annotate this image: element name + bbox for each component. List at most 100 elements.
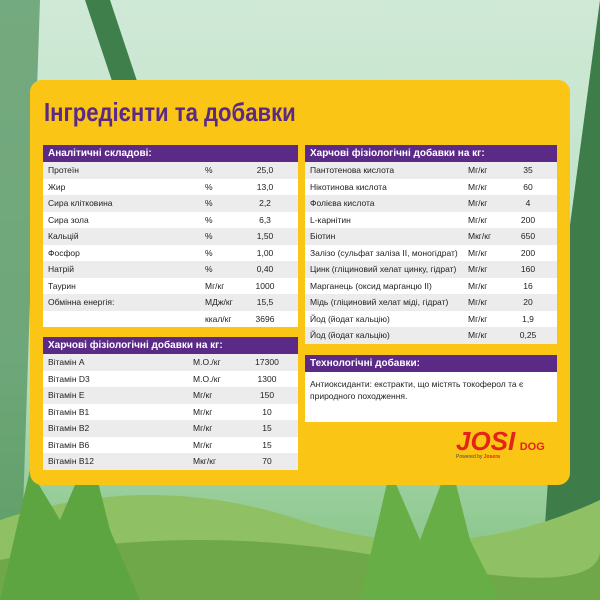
row-unit: ккал/кг	[205, 313, 232, 324]
table-header: Технологічні добавки:	[305, 355, 557, 372]
row-value: 150	[259, 390, 275, 400]
table-row: Вітамін B12 Мкг/кг 70	[43, 453, 298, 470]
row-value: 15,5	[256, 297, 274, 307]
row-unit: %	[205, 214, 213, 225]
row-unit: Мкг/кг	[468, 231, 492, 241]
row-name: Сира клітковина	[48, 198, 113, 208]
row-value: 3696	[255, 313, 275, 324]
row-unit: М.О./кг	[193, 373, 221, 384]
row-name: Марганець (оксид марганцю II)	[310, 280, 432, 291]
row-name: Вітамін A	[48, 357, 85, 367]
title: Інгредієнти та добавки	[44, 97, 296, 127]
row-name: Обмінна енергія:	[48, 297, 115, 307]
row-name: Залізо (сульфат заліза II, моногідрат)	[310, 247, 458, 258]
table-body: Вітамін A М.О./кг 17300 Вітамін D3 М.О./кг 13…	[43, 354, 298, 470]
row-name: Кальцій	[48, 231, 79, 241]
row-name: Фолієва кислота	[310, 198, 375, 208]
row-unit: Мг/кг	[468, 330, 488, 340]
row-value: 15	[262, 423, 272, 433]
table-row: Йод (йодат кальцію) Мг/кг 0,25	[305, 327, 557, 344]
row-value: 10	[262, 406, 272, 417]
row-name: Пантотенова кислота	[310, 165, 395, 175]
table-row: Вітамін B6 Мг/кг 15	[43, 436, 298, 453]
row-value: 16	[523, 280, 533, 291]
table-body: Пантотенова кислота Мг/кг 35 Нікотинова кис…	[305, 162, 557, 344]
row-name: Йод (йодат кальцію)	[310, 313, 390, 324]
row-value: 35	[523, 165, 533, 175]
table-row: Кальцій% 1,50	[43, 228, 298, 245]
technological-table: Технологічні добавки: Антиоксиданти: екс…	[305, 355, 557, 422]
table-row: Протеїн% 25,0	[43, 162, 298, 179]
row-value: 70	[262, 456, 272, 466]
row-name: Фосфор	[48, 247, 80, 258]
table-header: Аналітичні складові:	[43, 145, 298, 162]
row-unit: %	[205, 264, 213, 274]
row-name: Нікотинова кислота	[310, 181, 387, 192]
row-unit: Мг/кг	[205, 280, 225, 291]
row-unit: МДж/кг	[205, 297, 233, 307]
row-value: 13,0	[256, 181, 274, 192]
row-value: 0,25	[519, 330, 537, 340]
analytical-table: Аналітичні складові: Протеїн% 25,0 Жир% 13,0…	[43, 145, 298, 327]
row-unit: Мг/кг	[193, 406, 213, 417]
row-value: 1,00	[256, 247, 274, 258]
row-value: 1,50	[256, 231, 274, 241]
table-row: Сира клітковина% 2,2	[43, 195, 298, 212]
row-value: 650	[520, 231, 536, 241]
row-unit: Мг/кг	[468, 264, 488, 274]
row-name: L-карнітин	[310, 214, 351, 225]
row-unit: М.О./кг	[193, 357, 221, 367]
vitamins-table: Харчові фізіологічні добавки на кг: Вітам…	[43, 337, 298, 470]
row-name: Вітамін B12	[48, 456, 94, 466]
row-name: Сира зола	[48, 214, 89, 225]
row-name: Цинк (гліциновий хелат цинку, гідрат)	[310, 264, 457, 274]
row-name: Вітамін B2	[48, 423, 90, 433]
row-value: 1300	[257, 373, 277, 384]
table-row: Залізо (сульфат заліза II, моногідрат) Мг…	[305, 244, 557, 261]
row-unit: Мг/кг	[468, 214, 488, 225]
row-unit: Мг/кг	[468, 280, 488, 291]
table-row: Йод (йодат кальцію) Мг/кг 1,9	[305, 310, 557, 327]
table-body: Протеїн% 25,0 Жир% 13,0 Сира клітковина% 2,2 С…	[43, 162, 298, 327]
table-row: ккал/кг 3696	[43, 310, 298, 327]
row-value: 6,3	[259, 214, 271, 225]
row-value: 1,9	[522, 313, 534, 324]
table-row: Жир% 13,0	[43, 178, 298, 195]
table-row: Обмінна енергія: МДж/кг 15,5	[43, 294, 298, 311]
row-name: Біотин	[310, 231, 336, 241]
row-value: 200	[520, 214, 536, 225]
row-value: 2,2	[259, 198, 271, 208]
row-unit: %	[205, 181, 213, 192]
row-name: Вітамін E	[48, 390, 85, 400]
table-row: Цинк (гліциновий хелат цинку, гідрат) Мг/…	[305, 261, 557, 278]
additives-table: Харчові фізіологічні добавки на кг: Панто…	[305, 145, 557, 344]
row-value: 0,40	[256, 264, 274, 274]
row-value: 25,0	[256, 165, 274, 175]
row-name: Вітамін D3	[48, 373, 90, 384]
row-unit: Мг/кг	[468, 297, 488, 307]
table-header: Харчові фізіологічні добавки на кг:	[43, 337, 298, 354]
row-name: Жир	[48, 181, 66, 192]
table-row: Біотин Мкг/кг 650	[305, 228, 557, 245]
table-row: Нікотинова кислота Мг/кг 60	[305, 178, 557, 195]
row-unit: Мкг/кг	[193, 456, 217, 466]
table-row: Пантотенова кислота Мг/кг 35	[305, 162, 557, 179]
row-value: 17300	[255, 357, 279, 367]
row-unit: %	[205, 165, 213, 175]
table-row: Вітамін D3 М.О./кг 1300	[43, 370, 298, 387]
row-name: Протеїн	[48, 165, 79, 175]
table-header: Харчові фізіологічні добавки на кг:	[305, 145, 557, 162]
row-name: Йод (йодат кальцію)	[310, 330, 390, 340]
table-text: Антиоксиданти: екстракти, що містять ток…	[310, 379, 524, 401]
row-unit: Мг/кг	[193, 390, 213, 400]
row-name: Мідь (гліциновий хелат міді, гідрат)	[310, 297, 449, 307]
row-unit: Мг/кг	[468, 198, 488, 208]
row-unit: %	[205, 231, 213, 241]
row-unit: %	[205, 198, 213, 208]
table-row: Вітамін B1 Мг/кг 10	[43, 403, 298, 420]
row-value: 20	[523, 297, 533, 307]
row-value: 4	[525, 198, 531, 208]
row-value: 15	[262, 439, 272, 450]
row-value: 1000	[255, 280, 275, 291]
